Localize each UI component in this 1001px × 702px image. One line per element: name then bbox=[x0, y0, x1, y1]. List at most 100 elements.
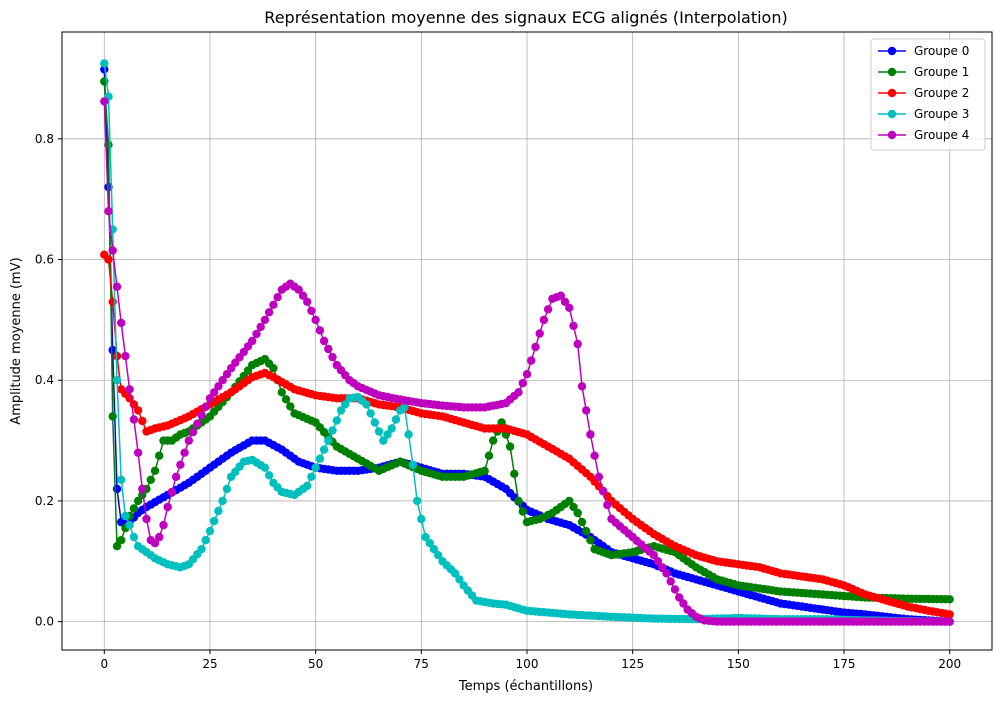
series-2 bbox=[100, 250, 954, 619]
data-point bbox=[341, 400, 350, 409]
data-point bbox=[112, 484, 122, 494]
data-point bbox=[425, 539, 434, 548]
data-point bbox=[108, 297, 117, 306]
y-axis: 0.0 0.2 0.4 0.6 0.8 bbox=[35, 132, 62, 629]
data-point bbox=[400, 403, 409, 412]
data-point bbox=[100, 65, 109, 74]
data-point bbox=[176, 460, 185, 469]
data-point bbox=[379, 436, 388, 445]
data-point bbox=[366, 409, 375, 418]
legend-label: Groupe 4 bbox=[914, 128, 969, 142]
data-point bbox=[125, 385, 134, 394]
data-point bbox=[315, 326, 325, 335]
data-point bbox=[573, 508, 582, 518]
data-point bbox=[412, 496, 422, 506]
data-point bbox=[256, 322, 265, 332]
data-point bbox=[383, 430, 392, 439]
data-point bbox=[527, 356, 536, 365]
data-point bbox=[184, 436, 193, 445]
data-point bbox=[294, 285, 303, 294]
x-tick-label: 50 bbox=[308, 657, 323, 671]
data-point bbox=[594, 472, 604, 481]
data-point bbox=[150, 466, 160, 475]
data-point bbox=[543, 305, 553, 314]
legend-label: Groupe 0 bbox=[914, 44, 969, 58]
data-point bbox=[286, 402, 295, 411]
y-tick-label: 0.2 bbox=[35, 494, 54, 508]
data-point bbox=[387, 424, 396, 433]
x-tick-label: 200 bbox=[938, 657, 961, 671]
data-point bbox=[163, 502, 172, 512]
data-point bbox=[455, 575, 464, 584]
data-point bbox=[945, 610, 954, 619]
data-point bbox=[248, 336, 257, 346]
data-point bbox=[421, 532, 430, 542]
data-point bbox=[180, 448, 189, 457]
x-axis-label: Temps (échantillons) bbox=[458, 679, 593, 694]
data-point bbox=[303, 297, 312, 306]
data-point bbox=[518, 507, 527, 516]
data-point bbox=[569, 321, 578, 331]
data-point bbox=[133, 406, 143, 415]
data-point bbox=[218, 496, 227, 506]
data-point bbox=[658, 563, 667, 572]
x-tick-label: 100 bbox=[516, 657, 539, 671]
data-point bbox=[273, 293, 282, 302]
data-point bbox=[210, 516, 219, 526]
data-point bbox=[518, 379, 527, 388]
data-point bbox=[159, 520, 168, 530]
legend-label: Groupe 3 bbox=[914, 107, 969, 121]
data-point bbox=[480, 466, 489, 475]
data-point bbox=[539, 315, 549, 325]
data-point bbox=[210, 388, 219, 397]
data-point bbox=[670, 585, 680, 594]
data-point bbox=[505, 442, 515, 451]
data-point bbox=[167, 487, 177, 497]
data-point bbox=[129, 532, 139, 542]
data-point bbox=[104, 255, 113, 264]
data-point bbox=[666, 577, 675, 586]
x-tick-label: 0 bbox=[100, 657, 108, 671]
data-point bbox=[142, 514, 151, 524]
data-point bbox=[417, 514, 426, 524]
data-point bbox=[328, 426, 337, 435]
data-point bbox=[133, 496, 143, 506]
plot-area bbox=[100, 59, 954, 626]
data-point bbox=[514, 388, 523, 397]
data-point bbox=[565, 496, 574, 506]
data-point bbox=[193, 419, 202, 428]
chart-title: Représentation moyenne des signaux ECG a… bbox=[264, 8, 787, 27]
series-4 bbox=[100, 97, 954, 626]
data-point bbox=[171, 472, 181, 481]
data-point bbox=[945, 617, 954, 626]
data-point bbox=[155, 451, 164, 460]
data-point bbox=[269, 300, 278, 309]
data-point bbox=[112, 282, 122, 291]
data-point bbox=[577, 517, 587, 527]
data-point bbox=[332, 416, 341, 425]
data-point bbox=[117, 475, 126, 484]
data-point bbox=[675, 593, 684, 602]
data-point bbox=[108, 412, 117, 421]
x-tick-label: 125 bbox=[621, 657, 644, 671]
data-point bbox=[522, 370, 532, 379]
data-point bbox=[374, 427, 384, 436]
data-point bbox=[260, 463, 270, 472]
x-axis: 0 25 50 75 100 125 150 175 200 bbox=[100, 650, 961, 671]
data-point bbox=[598, 486, 608, 496]
data-point bbox=[649, 551, 658, 560]
data-point bbox=[324, 436, 333, 445]
data-point bbox=[590, 451, 599, 460]
data-point bbox=[112, 542, 122, 551]
data-point bbox=[434, 551, 443, 560]
data-point bbox=[188, 427, 198, 437]
data-point bbox=[586, 430, 595, 439]
data-point bbox=[577, 382, 587, 391]
data-point bbox=[205, 526, 215, 536]
data-point bbox=[662, 569, 671, 578]
data-point bbox=[370, 418, 379, 427]
series-1 bbox=[100, 77, 954, 604]
data-point bbox=[138, 416, 147, 426]
data-point bbox=[108, 246, 117, 255]
data-point bbox=[450, 569, 460, 578]
